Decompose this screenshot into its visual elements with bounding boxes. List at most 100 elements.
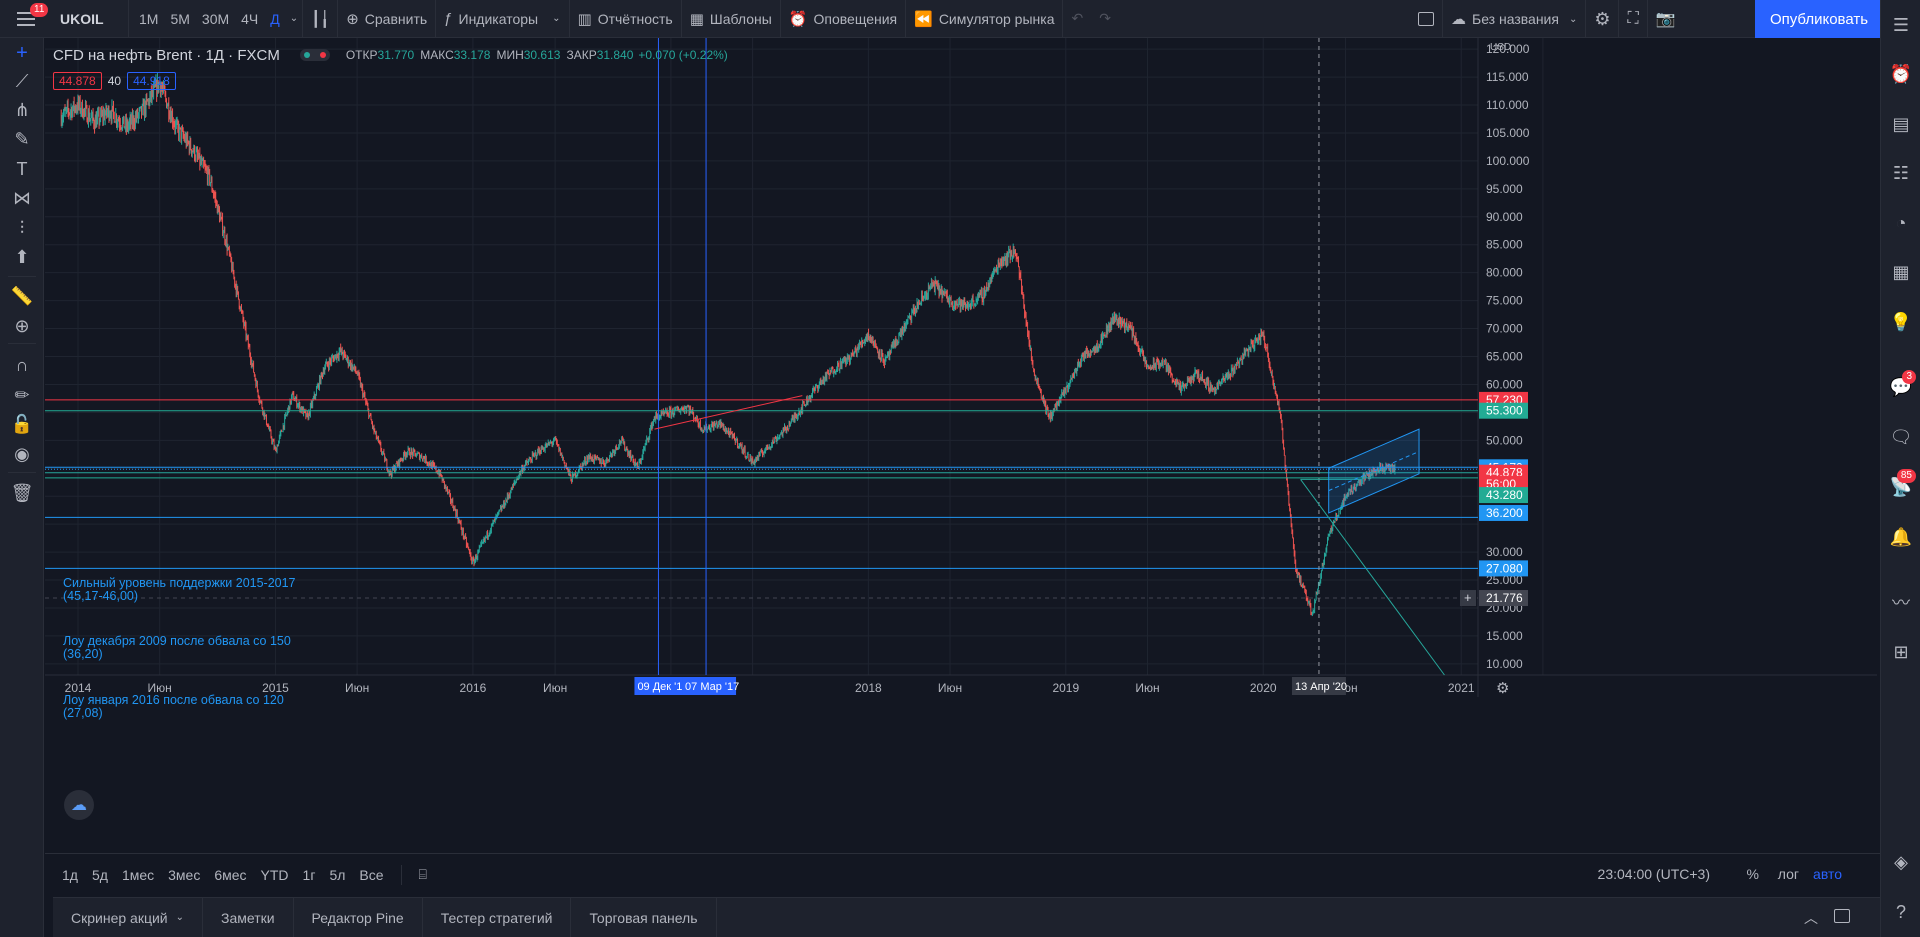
undo-button[interactable]: ↶ — [1063, 0, 1091, 38]
legend-symbol-title[interactable]: CFD на нефть Brent · 1Д · FXCM — [53, 46, 280, 64]
time-tick-label: 2021 — [1448, 681, 1475, 695]
redo-button[interactable]: ↷ — [1091, 0, 1119, 38]
range-1y[interactable]: 1г — [302, 866, 316, 883]
pitchfork-tool-icon[interactable]: ⋔ — [14, 99, 30, 120]
alerts-button[interactable]: ⏰ Оповещения — [781, 0, 905, 38]
range-5y[interactable]: 5л — [329, 866, 346, 883]
alarm-clock-icon[interactable]: ⏰ — [1889, 63, 1913, 84]
layout-grid-button[interactable] — [1410, 0, 1442, 38]
templates-button[interactable]: ▦ Шаблоны — [682, 0, 780, 38]
text-tool-icon[interactable]: T — [16, 158, 28, 179]
reports-button[interactable]: ▥ Отчётность — [570, 0, 681, 38]
chart-canvas[interactable]: 120.000 115.000 110.000 105.000 100.000 95.00… — [45, 38, 1877, 853]
watchlist-icon[interactable]: ☰ — [1892, 14, 1910, 35]
lock-icon[interactable]: 🔓 — [10, 413, 34, 434]
price-chart[interactable]: 120.000 115.000 110.000 105.000 100.000 95.00… — [45, 38, 1877, 853]
chat-badge: 3 — [1902, 370, 1916, 384]
clock-timezone[interactable]: 23:04:00 (UTC+3) — [1597, 866, 1710, 882]
indicators-button[interactable]: ƒ Индикаторы ⌄ — [436, 0, 568, 38]
maximize-panel-icon[interactable] — [1834, 909, 1850, 923]
annotation-support-2015[interactable]: Сильный уровень поддержки 2015-2017 (45,1… — [63, 577, 296, 603]
annotation-text: Лоу января 2016 после обвала со 120 — [63, 693, 284, 707]
magnet-icon[interactable]: ∩ — [15, 354, 29, 375]
trend-line-tool-icon[interactable]: ⟋ — [15, 70, 29, 91]
private-chat-icon[interactable]: 🗨 — [1889, 426, 1913, 447]
hotlists-icon[interactable]: ◔ — [1895, 212, 1907, 233]
menu-icon — [17, 11, 35, 26]
pattern-tool-icon[interactable]: ⋈ — [13, 187, 31, 208]
symbol-title: CFD на нефть Brent — [53, 46, 193, 64]
symbol-search[interactable]: UKOIL — [60, 10, 104, 27]
range-1d[interactable]: 1д — [62, 866, 78, 883]
price-axis-label-bg — [1479, 504, 1528, 521]
signals-icon[interactable]: 〰 — [1892, 593, 1910, 613]
tradingview-logo-icon[interactable]: ☁ — [64, 790, 94, 820]
high-label: МАКС — [420, 48, 454, 62]
drawing-toolbar: + ⟋ ⋔ ✎ T ⋈ ⫶ ⬆ 📏 ⊕ ∩ ✏ 🔓 ◉ 🗑 — [0, 38, 44, 937]
pencil-lock-icon[interactable]: ✏ — [14, 384, 30, 405]
log-scale-toggle[interactable]: лог — [1777, 866, 1799, 882]
eye-icon[interactable]: ◉ — [14, 443, 30, 464]
help-icon[interactable]: ? — [1895, 901, 1906, 922]
auto-scale-toggle[interactable]: авто — [1813, 866, 1842, 882]
timeframe-30m[interactable]: 30М — [201, 10, 230, 27]
zoom-in-icon[interactable]: ⊕ — [14, 315, 30, 336]
tab-pine-editor[interactable]: Редактор Pine — [294, 897, 423, 937]
bid-ask: 44.878 40 44.918 — [53, 72, 176, 90]
trash-icon[interactable]: 🗑 — [10, 482, 34, 503]
chevron-down-icon[interactable]: ⌄ — [289, 13, 299, 24]
price-tick-label: 85.000 — [1486, 238, 1523, 252]
ruler-icon[interactable]: 📏 — [10, 285, 34, 306]
ideas-lightbulb-icon[interactable]: 💡 — [1889, 311, 1913, 332]
square-icon — [1418, 12, 1434, 26]
tab-notes[interactable]: Заметки — [203, 897, 294, 937]
ask-button[interactable]: 44.918 — [127, 72, 176, 90]
prediction-tool-icon[interactable]: ⫶ — [19, 217, 25, 238]
bid-button[interactable]: 44.878 — [53, 72, 102, 90]
chart-type-button[interactable]: ┃╽ — [303, 0, 337, 38]
timeframe-4h[interactable]: 4Ч — [241, 10, 259, 27]
layers-icon[interactable]: ◈ — [1894, 851, 1908, 872]
tab-trading-panel[interactable]: Торговая панель — [571, 897, 717, 937]
compare-button[interactable]: ⊕ Сравнить — [338, 0, 435, 38]
tab-strategy-tester[interactable]: Тестер стратегий — [423, 897, 572, 937]
chart-legend: CFD на нефть Brent · 1Д · FXCM ОТКР 31.77… — [53, 46, 728, 64]
bell-icon[interactable]: 🔔 — [1889, 526, 1913, 547]
fullscreen-button[interactable]: ⛶ — [1619, 0, 1646, 38]
publish-button[interactable]: Опубликовать — [1755, 0, 1883, 38]
layout-name-button[interactable]: ☁ Без названия ⌄ — [1443, 0, 1585, 38]
price-tick-label: 105.000 — [1486, 126, 1530, 140]
range-1m[interactable]: 1мес — [121, 866, 155, 883]
timeframe-d[interactable]: Д — [270, 10, 280, 27]
replay-button[interactable]: ⏪ Симулятор рынка — [906, 0, 1062, 38]
news-icon[interactable]: ▤ — [1892, 113, 1910, 134]
price-tick-label: 70.000 — [1486, 322, 1523, 336]
arrow-up-icon[interactable]: ⬆ — [14, 246, 30, 267]
timeframe-1m[interactable]: 1М — [139, 10, 159, 27]
tab-label: Заметки — [221, 909, 275, 926]
main-menu-button[interactable]: 11 — [0, 0, 52, 38]
price-axis-label-bg — [1479, 487, 1528, 504]
goto-date-button[interactable]: ⌸ — [412, 866, 434, 883]
market-status-toggle[interactable] — [299, 49, 330, 61]
timeframe-5m[interactable]: 5М — [170, 10, 190, 27]
settings-button[interactable]: ⚙ — [1586, 0, 1618, 38]
calendar-icon[interactable]: ▦ — [1892, 261, 1910, 282]
snapshot-button[interactable]: 📷 — [1648, 0, 1684, 38]
chevron-up-icon[interactable]: ︿ — [1804, 910, 1818, 926]
percent-scale-toggle[interactable]: % — [1746, 866, 1759, 882]
data-window-icon[interactable]: ☷ — [1892, 162, 1910, 183]
annotation-low-2016[interactable]: Лоу января 2016 после обвала со 120 (27,0… — [63, 694, 284, 720]
range-3m[interactable]: 3мес — [168, 866, 201, 883]
open-value: 31.770 — [377, 48, 415, 62]
depth-icon[interactable]: ⊞ — [1893, 641, 1909, 662]
price-tick-label: 65.000 — [1486, 350, 1523, 364]
tab-stock-screener[interactable]: Скринер акций ⌄ — [53, 897, 203, 937]
brush-tool-icon[interactable]: ✎ — [14, 128, 30, 149]
range-5d[interactable]: 5д — [91, 866, 108, 883]
annotation-low-2009[interactable]: Лоу декабря 2009 после обвала со 150 (36,… — [63, 635, 291, 661]
range-all[interactable]: Все — [359, 866, 384, 883]
crosshair-tool-icon[interactable]: + — [16, 41, 28, 64]
range-ytd[interactable]: YTD — [260, 866, 289, 883]
range-6m[interactable]: 6мес — [214, 866, 247, 883]
